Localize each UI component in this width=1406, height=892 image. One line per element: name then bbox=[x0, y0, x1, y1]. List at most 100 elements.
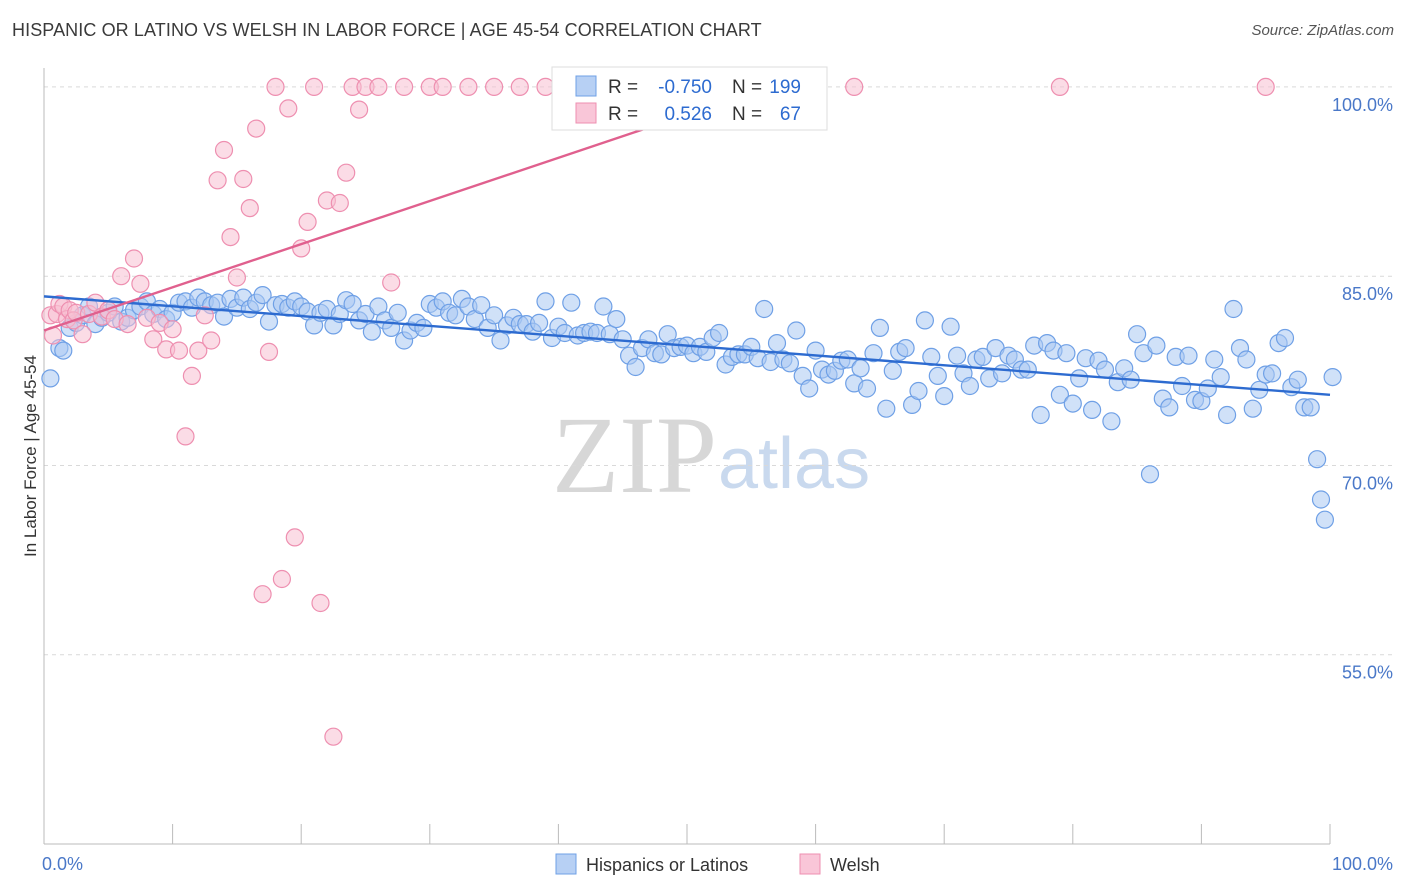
hispanic-point-0 bbox=[41, 369, 60, 388]
welsh-point-59 bbox=[459, 77, 478, 97]
hispanic-point-197 bbox=[1307, 450, 1327, 469]
hispanic-point-129 bbox=[870, 318, 890, 337]
x-tick-label-0: 0.0% bbox=[42, 854, 83, 874]
series-legend: Hispanics or Latinos Welsh bbox=[555, 853, 880, 875]
hispanic-point-113 bbox=[767, 334, 787, 353]
welsh-point-17 bbox=[124, 249, 144, 268]
welsh-point-32 bbox=[221, 228, 240, 247]
welsh-point-54 bbox=[369, 77, 388, 97]
hispanic-point-67 bbox=[472, 296, 491, 315]
source-attribution: Source: ZipAtlas.com bbox=[1251, 22, 1394, 39]
welsh-point-49 bbox=[330, 193, 349, 213]
welsh-point-65 bbox=[1050, 77, 1070, 97]
hispanic-point-172 bbox=[1147, 336, 1166, 355]
hispanic-point-127 bbox=[857, 379, 877, 398]
series-legend-swatch-welsh bbox=[799, 853, 821, 875]
hispanic-point-184 bbox=[1224, 299, 1243, 319]
welsh-point-44 bbox=[298, 212, 317, 231]
welsh-point-40 bbox=[272, 569, 291, 589]
welsh-point-20 bbox=[144, 330, 163, 349]
welsh-point-50 bbox=[337, 163, 356, 182]
y-tick-label-0: 100.0% bbox=[1332, 95, 1393, 115]
welsh-point-34 bbox=[234, 169, 253, 189]
hispanic-point-136 bbox=[915, 311, 935, 330]
hispanic-point-158 bbox=[1057, 344, 1076, 363]
welsh-point-28 bbox=[195, 306, 214, 325]
hispanic-point-88 bbox=[607, 310, 626, 329]
hispanic-point-69 bbox=[485, 306, 504, 325]
chart-title: HISPANIC OR LATINO VS WELSH IN LABOR FOR… bbox=[12, 20, 762, 40]
welsh-point-27 bbox=[189, 341, 208, 360]
hispanic-point-145 bbox=[973, 347, 992, 366]
hispanic-point-196 bbox=[1301, 398, 1320, 417]
hispanic-point-192 bbox=[1275, 328, 1295, 348]
hispanic-point-190 bbox=[1262, 364, 1282, 383]
hispanic-point-174 bbox=[1160, 398, 1179, 417]
hispanic-point-76 bbox=[529, 313, 549, 332]
welsh-point-52 bbox=[350, 100, 369, 119]
hispanic-point-143 bbox=[960, 376, 980, 396]
welsh-point-38 bbox=[259, 342, 279, 361]
hispanic-point-135 bbox=[909, 381, 928, 401]
welsh-point-41 bbox=[279, 99, 298, 118]
series-legend-swatch-hispanic bbox=[555, 853, 577, 875]
hispanic-point-118 bbox=[800, 379, 819, 398]
hispanic-point-183 bbox=[1217, 405, 1237, 425]
legend-swatch-hispanic bbox=[575, 75, 597, 97]
welsh-point-37 bbox=[253, 585, 272, 604]
welsh-point-43 bbox=[292, 239, 311, 258]
hispanic-point-164 bbox=[1095, 360, 1115, 379]
legend-r-label-1: R = bbox=[608, 77, 638, 98]
hispanic-point-81 bbox=[562, 293, 581, 312]
welsh-point-23 bbox=[163, 320, 182, 339]
welsh-point-29 bbox=[202, 331, 221, 350]
y-tick-label-3: 55.0% bbox=[1342, 663, 1393, 683]
x-tick-label-1: 100.0% bbox=[1332, 854, 1393, 874]
hispanic-point-148 bbox=[992, 364, 1012, 383]
hispanic-point-133 bbox=[896, 339, 915, 358]
hispanic-point-91 bbox=[626, 357, 645, 377]
hispanic-point-140 bbox=[941, 317, 960, 336]
welsh-point-18 bbox=[131, 274, 150, 293]
welsh-point-60 bbox=[485, 77, 504, 97]
y-tick-labels: 100.0% 85.0% 70.0% 55.0% bbox=[1332, 95, 1393, 683]
welsh-point-39 bbox=[266, 77, 285, 97]
welsh-point-25 bbox=[176, 427, 195, 446]
hispanic-point-171 bbox=[1140, 465, 1160, 484]
hispanic-point-162 bbox=[1082, 400, 1102, 419]
hispanic-point-141 bbox=[947, 346, 967, 365]
welsh-point-46 bbox=[311, 593, 330, 613]
hispanic-point-33 bbox=[253, 286, 272, 305]
legend-r-label-2: R = bbox=[608, 104, 638, 125]
hispanic-point-54 bbox=[388, 303, 407, 322]
hispanic-point-187 bbox=[1243, 399, 1262, 418]
hispanic-point-126 bbox=[851, 359, 870, 378]
hispanic-point-165 bbox=[1102, 412, 1121, 431]
legend-swatch-welsh bbox=[575, 102, 597, 124]
hispanic-point-177 bbox=[1179, 346, 1198, 365]
hispanic-point-182 bbox=[1211, 368, 1230, 387]
welsh-point-61 bbox=[510, 77, 529, 97]
hispanic-point-58 bbox=[414, 318, 433, 337]
welsh-point-48 bbox=[324, 727, 343, 746]
hispanic-point-130 bbox=[877, 399, 896, 418]
hispanic-point-2 bbox=[54, 341, 73, 360]
hispanic-point-115 bbox=[780, 354, 800, 373]
stats-legend-box bbox=[551, 66, 828, 131]
legend-n-value-1: 199 bbox=[769, 77, 801, 98]
hispanic-trend-line bbox=[43, 295, 1331, 396]
y-tick-label-2: 70.0% bbox=[1342, 473, 1393, 493]
welsh-point-58 bbox=[433, 77, 452, 97]
hispanic-point-160 bbox=[1070, 369, 1089, 388]
hispanic-point-50 bbox=[362, 322, 381, 341]
hispanic-point-157 bbox=[1050, 385, 1070, 404]
hispanic-point-159 bbox=[1063, 394, 1082, 413]
legend-n-label-1: N = bbox=[732, 77, 762, 98]
series-legend-label-hispanic: Hispanics or Latinos bbox=[586, 855, 748, 875]
hispanic-point-138 bbox=[928, 366, 947, 385]
welsh-point-26 bbox=[182, 366, 201, 385]
hispanic-point-104 bbox=[709, 323, 729, 343]
legend-r-value-1: -0.750 bbox=[658, 77, 712, 98]
hispanic-point-77 bbox=[536, 292, 555, 311]
